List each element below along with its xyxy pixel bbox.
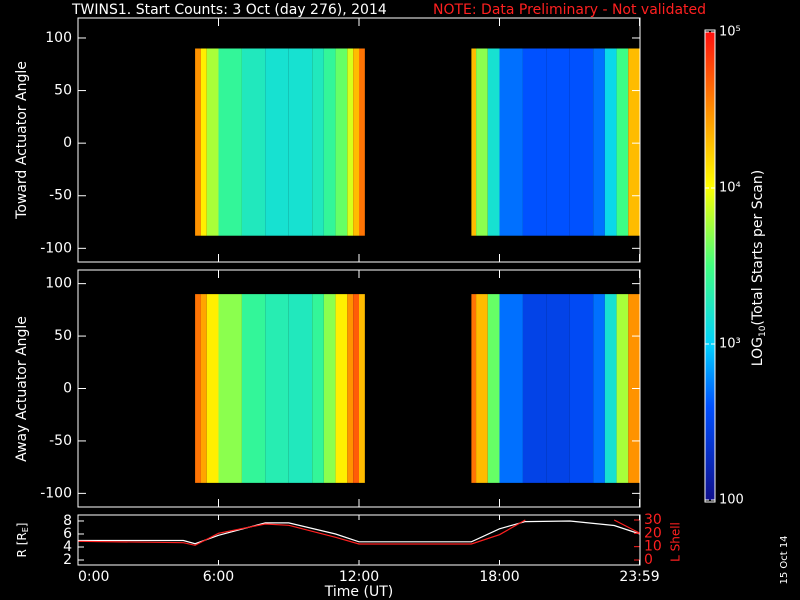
- x-tick-label: 18:00: [479, 569, 519, 585]
- date-stamp: 15 Oct 14: [779, 535, 790, 584]
- heat-cell: [206, 48, 219, 236]
- heat-cell: [195, 294, 201, 483]
- y-axis-label: Away Actuator Angle: [14, 316, 30, 462]
- heat-cell: [218, 48, 242, 236]
- heat-cell: [347, 48, 354, 236]
- series-line: [78, 519, 640, 546]
- y2-tick-label: 10: [644, 539, 662, 555]
- y-tick-label: 2: [63, 552, 72, 568]
- y-axis-label: Toward Actuator Angle: [14, 61, 30, 220]
- y-tick-label: 8: [63, 513, 72, 529]
- heat-cell: [487, 48, 500, 236]
- heat-cell: [353, 294, 359, 483]
- heat-cell: [353, 48, 359, 236]
- heat-cell: [206, 294, 219, 483]
- x-tick-label: 6:00: [203, 569, 234, 585]
- heat-cell: [593, 294, 605, 483]
- y2-axis-label: L Shell: [669, 522, 683, 562]
- series-line: [78, 520, 640, 545]
- heat-cell: [593, 48, 605, 236]
- colorbar-frame: [704, 29, 716, 503]
- heat-cell: [569, 48, 594, 236]
- x-tick-label: 0:00: [78, 569, 109, 585]
- x-axis-label: Time (UT): [324, 584, 393, 600]
- heat-cell: [628, 48, 640, 236]
- y-tick-label: 100: [45, 30, 72, 46]
- heat-cell: [359, 294, 365, 483]
- y2-tick-label: 30: [644, 512, 662, 528]
- heat-cell: [616, 294, 629, 483]
- heat-cell: [335, 294, 348, 483]
- heat-cell: [241, 48, 266, 236]
- colorbar-label: LOG10(Total Starts per Scan): [750, 170, 768, 366]
- y-tick-label: -50: [49, 433, 72, 449]
- heat-cell: [359, 48, 365, 236]
- chart-title: TWINS1. Start Counts: 3 Oct (day 276), 2…: [71, 2, 387, 18]
- heat-cell: [200, 294, 207, 483]
- heat-cell: [288, 48, 313, 236]
- y-tick-label: -50: [49, 188, 72, 204]
- panel-frame: [77, 17, 641, 263]
- heat-cell: [616, 48, 629, 236]
- heat-cell: [604, 294, 617, 483]
- colorbar-tick-label: 10⁵: [719, 25, 741, 40]
- heat-cell: [218, 294, 242, 483]
- heat-cell: [200, 48, 207, 236]
- heat-cell: [241, 294, 266, 483]
- y-tick-label: -100: [40, 485, 72, 501]
- panel-frame: [77, 269, 641, 508]
- colorbar: [705, 32, 715, 500]
- y2-tick-label: 0: [644, 552, 653, 568]
- y-tick-label: -100: [40, 240, 72, 256]
- heat-cell: [604, 48, 617, 236]
- heat-cell: [347, 294, 354, 483]
- y-axis-label: R [RE]: [15, 523, 30, 558]
- heat-cell: [265, 294, 289, 483]
- heat-cell: [546, 48, 570, 236]
- heat-cell: [335, 48, 348, 236]
- note: NOTE: Data Preliminary - Not validated: [433, 2, 706, 18]
- y-tick-label: 50: [54, 328, 72, 344]
- y-tick-label: 50: [54, 83, 72, 99]
- heat-cell: [323, 294, 336, 483]
- x-tick-label: 12:00: [339, 569, 379, 585]
- y-tick-label: 4: [63, 539, 72, 555]
- colorbar-tick-label: 10⁴: [719, 181, 741, 196]
- colorbar-tick-label: 10³: [719, 337, 741, 352]
- panel-frame: [77, 514, 641, 566]
- y-tick-label: 100: [45, 276, 72, 292]
- heat-cell: [312, 294, 324, 483]
- heat-cell: [312, 48, 324, 236]
- plot-area: [78, 519, 640, 546]
- heat-cell: [471, 294, 477, 483]
- heat-cell: [569, 294, 594, 483]
- heat-cell: [195, 48, 201, 236]
- heat-cell: [288, 294, 313, 483]
- heat-cell: [265, 48, 289, 236]
- y2-tick-label: 20: [644, 525, 662, 541]
- heat-cell: [476, 294, 488, 483]
- colorbar-tick-label: 100: [719, 493, 744, 508]
- heat-cell: [499, 294, 523, 483]
- x-tick-label: 23:59: [619, 569, 659, 585]
- heat-cell: [476, 48, 488, 236]
- heat-cell: [522, 294, 547, 483]
- heat-cell: [546, 294, 570, 483]
- y-tick-label: 0: [63, 381, 72, 397]
- heat-cell: [499, 48, 523, 236]
- y-tick-label: 6: [63, 526, 72, 542]
- heat-cell: [522, 48, 547, 236]
- heat-cell: [487, 294, 500, 483]
- heat-cell: [323, 48, 336, 236]
- heat-cell: [471, 48, 477, 236]
- y-tick-label: 0: [63, 135, 72, 151]
